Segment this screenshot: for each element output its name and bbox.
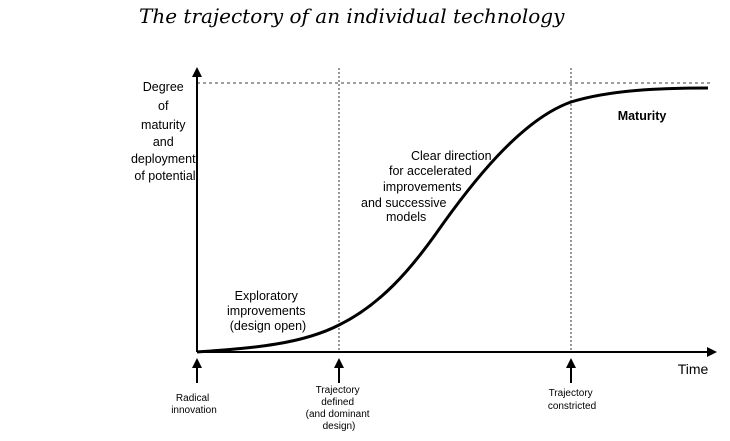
y-axis-label-line: of potential xyxy=(134,169,195,183)
exploratory-phase-label: Exploratory improvements (design open) xyxy=(227,289,309,333)
trajectory-constricted-label: Trajectory constricted xyxy=(548,388,596,412)
y-axis-label-line: maturity xyxy=(141,118,186,132)
y-axis-label-line: and xyxy=(153,135,174,149)
y-axis-label-line: deployment xyxy=(131,152,196,166)
radical-innovation-label: Radical innovation xyxy=(171,393,217,416)
maturity-phase-label: Maturity xyxy=(618,109,667,123)
clear-direction-phase-label: Clear direction for accelerated improvem… xyxy=(361,149,495,224)
y-axis-label-line: of xyxy=(158,99,169,113)
trajectory-defined-label: Trajectory defined (and dominant design) xyxy=(306,385,373,432)
trajectory-curve xyxy=(196,86,709,354)
y-axis-label: Degree of maturity and deployment of pot… xyxy=(131,80,199,183)
y-axis-label-line: Degree xyxy=(143,80,184,94)
x-axis-label: Time xyxy=(678,361,709,377)
diagram-title: The trajectory of an individual technolo… xyxy=(139,4,565,28)
